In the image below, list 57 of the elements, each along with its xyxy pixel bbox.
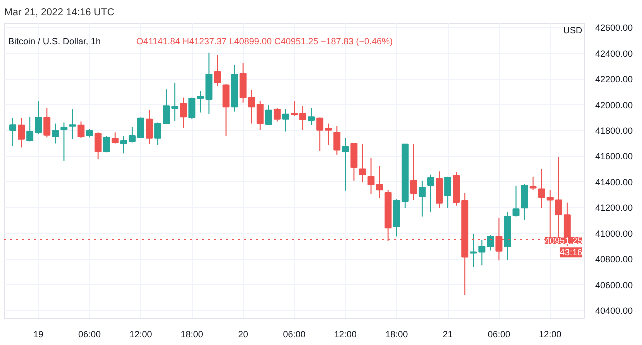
x-tick-label: 06:00 — [78, 330, 102, 340]
candlestick — [530, 176, 537, 191]
y-axis-title: USD — [564, 26, 583, 36]
candlestick — [418, 180, 426, 218]
candlestick — [444, 176, 452, 209]
text: Bitcoin / U.S. Dollar, 1h — [8, 36, 102, 46]
y-tick-label: 41000.00 — [596, 228, 634, 239]
y-tick-label: 40400.00 — [596, 306, 634, 316]
candlestick — [342, 138, 350, 192]
y-tick-label: 42200.00 — [596, 74, 634, 85]
candlestick — [214, 54, 222, 87]
y-tick-label: 40800.00 — [596, 254, 634, 265]
y-tick-label: 42400.00 — [596, 48, 634, 59]
candlestick — [512, 185, 520, 218]
candlestick — [10, 118, 17, 147]
candlestick — [410, 144, 418, 201]
candlestick — [274, 108, 281, 122]
candlestick — [350, 142, 358, 182]
y-tick-label: 41600.00 — [596, 152, 634, 162]
ref-line-label: 40951.25 — [544, 236, 583, 246]
text: Mar 21, 2022 14:16 UTC — [4, 8, 115, 18]
candlestick — [112, 132, 119, 144]
x-tick-label: 21 — [443, 330, 454, 340]
candlestick — [44, 108, 51, 138]
candlestick — [78, 121, 85, 139]
x-tick-label: 18:00 — [180, 330, 204, 340]
candlestick — [69, 109, 76, 140]
candlestick — [308, 108, 316, 126]
y-tick-label: 41400.00 — [596, 177, 634, 188]
y-tick-label: 42000.00 — [596, 100, 634, 110]
candlestick — [427, 174, 434, 214]
x-tick-label: 12:00 — [539, 330, 562, 340]
x-tick-label: 06:00 — [488, 330, 510, 340]
candlestick — [359, 144, 366, 184]
candlestick — [265, 104, 272, 126]
x-tick-label: 12:00 — [334, 330, 357, 340]
candlestick — [94, 132, 102, 160]
annotation: 43:16 — [560, 248, 583, 258]
candlestick — [18, 118, 26, 148]
x-tick-label: 12:00 — [130, 330, 152, 340]
x-tick-label: 19 — [34, 330, 44, 340]
candlestick — [103, 136, 110, 154]
candlestick — [222, 84, 230, 137]
y-tick-label: 41800.00 — [596, 126, 634, 136]
x-tick-label: 18:00 — [386, 330, 408, 340]
candlestick — [334, 126, 341, 156]
text: O41141.84 H41237.37 L40899.00 C40951.25 −187.83 (−0.46%) — [136, 36, 394, 46]
x-tick-label: 20 — [238, 330, 248, 340]
y-tick-label: 41200.00 — [596, 203, 634, 214]
y-tick-label: 40600.00 — [596, 280, 634, 290]
candlestick — [146, 110, 153, 145]
x-tick-label: 06:00 — [283, 330, 306, 340]
candlestick — [282, 109, 290, 132]
candlestick — [521, 184, 528, 221]
candlestick — [180, 97, 188, 129]
y-tick-label: 42600.00 — [596, 23, 634, 34]
candlestick — [52, 123, 60, 144]
